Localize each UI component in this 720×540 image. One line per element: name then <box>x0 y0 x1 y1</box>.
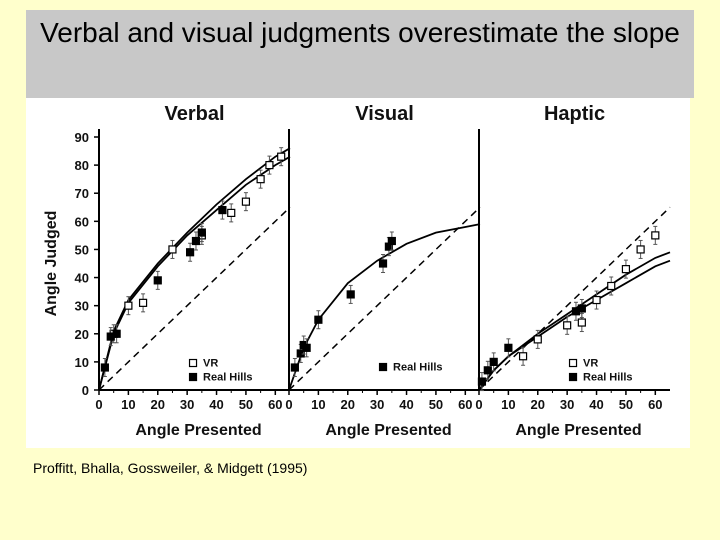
panel-1-fit-curve <box>98 155 291 391</box>
panel-2-unity-line <box>288 206 481 391</box>
panel-2-x-tick-label: 50 <box>429 397 443 412</box>
panel-3-real-hills-point <box>483 366 492 375</box>
panel-2-x-label: Angle Presented <box>325 422 451 439</box>
panel-3-vr-point <box>592 295 601 305</box>
panel-3-vr-point <box>607 281 616 291</box>
panel-2-real-hills-point <box>302 343 311 352</box>
panel-1-y-tick-label: 60 <box>75 214 89 229</box>
panel-1-real-hills-point <box>197 228 206 237</box>
panel-1-real-hills-point <box>191 236 201 246</box>
panel-2-x-tick-label: 30 <box>370 397 384 412</box>
panel-1-legend-label: VR <box>203 358 218 370</box>
panel-1-real-hills-point <box>218 205 227 215</box>
panel-1-y-tick-label: 40 <box>75 271 89 286</box>
panel-2-real-hills-point <box>378 259 388 268</box>
panel-3-x-tick-label: 60 <box>648 397 662 412</box>
panel-3-title: Haptic <box>544 103 605 125</box>
panel-1-x-tick-label: 20 <box>151 397 165 412</box>
panel-3-legend-marker <box>568 372 578 382</box>
panel-3-x-label: Angle Presented <box>515 422 641 439</box>
panel-1-x-tick-label: 40 <box>209 397 223 412</box>
panel-2-real-hills-point <box>290 363 299 372</box>
panel-3-x-tick-label: 30 <box>560 397 574 412</box>
panel-3-real-hills-point <box>477 377 487 386</box>
title-band <box>26 10 694 98</box>
slide-title: Verbal and visual judgments overestimate… <box>40 17 680 48</box>
panel-3-real-hills-point <box>489 357 498 366</box>
panel-3-unity-line <box>478 206 671 391</box>
panel-3-real-hills-point <box>577 304 586 313</box>
panel-1-x-tick-label: 60 <box>268 397 282 412</box>
panel-1-y-tick-label: 10 <box>75 355 89 370</box>
panel-3-fit-curve <box>478 251 671 391</box>
panel-2-x-tick-label: 20 <box>341 397 355 412</box>
panel-1-y-tick-label: 70 <box>75 186 89 201</box>
panel-1-y-tick-label: 20 <box>75 327 89 342</box>
panel-1-real-hills-point <box>100 363 109 372</box>
panel-1-unity-line <box>98 206 291 391</box>
panel-1-vr-point <box>265 161 274 170</box>
panel-2-real-hills-point <box>387 236 396 246</box>
panel-3-x-tick-label: 10 <box>501 397 515 412</box>
panel-3-vr-point <box>577 318 586 327</box>
panel-1-legend-label: Real Hills <box>203 372 253 384</box>
panel-1-real-hills-point <box>185 248 195 257</box>
panel-1-vr-point <box>124 301 133 310</box>
panel-1-legend-marker <box>188 372 198 382</box>
panel-3-real-hills-point <box>504 343 513 352</box>
panel-1-real-hills-point <box>112 329 121 338</box>
panel-3-vr-point <box>533 335 542 344</box>
panel-3-x-tick-label: 0 <box>475 397 482 412</box>
panel-1-vr-point <box>138 298 148 307</box>
panel-1-x-tick-label: 0 <box>95 397 102 412</box>
panel-1-fit-curve <box>98 147 291 391</box>
panel-2-legend-label: Real Hills <box>393 362 443 374</box>
panel-2-x-tick-label: 40 <box>399 397 413 412</box>
panel-3-x-tick-label: 20 <box>531 397 545 412</box>
panel-3-legend-marker <box>568 358 578 368</box>
panel-3-legend-label: VR <box>583 358 598 370</box>
panel-3-vr-point <box>636 245 645 254</box>
citation: Proffitt, Bhalla, Gossweiler, & Midgett … <box>33 460 308 476</box>
panel-3-vr-point <box>563 321 572 330</box>
panel-2-x-tick-label: 0 <box>285 397 292 412</box>
panel-3-fit-curve <box>478 259 671 391</box>
panel-1-y-tick-label: 30 <box>75 299 89 314</box>
panel-3-legend-label: Real Hills <box>583 372 633 384</box>
panel-1-y-label: Angle Judged <box>43 211 60 317</box>
panel-2-real-hills-point <box>314 315 323 324</box>
panel-3-x-tick-label: 40 <box>589 397 603 412</box>
panel-2-real-hills-point <box>346 290 355 299</box>
panel-1-real-hills-point <box>153 276 162 285</box>
panel-1-y-tick-label: 90 <box>75 130 89 145</box>
panel-1-vr-point <box>277 152 286 161</box>
panel-1-title: Verbal <box>164 103 224 125</box>
figure-panel: Verbal 0 10 20 30 40 50 60 0 10 20 30 40 50 60 70 80 90 An… <box>26 98 690 448</box>
panel-2-x-tick-label: 10 <box>311 397 325 412</box>
panel-1-x-tick-label: 50 <box>239 397 253 412</box>
panel-1-x-label: Angle Presented <box>135 422 261 439</box>
panel-1-legend-marker <box>188 358 198 368</box>
panel-2-title: Visual <box>355 103 414 125</box>
panel-3-vr-point <box>621 265 631 274</box>
panel-1-vr-point <box>256 175 265 184</box>
panel-3-x-tick-label: 50 <box>619 397 633 412</box>
panel-1-x-tick-label: 10 <box>121 397 135 412</box>
panel-3-vr-point <box>651 231 660 240</box>
panel-1-y-tick-label: 50 <box>75 242 89 257</box>
panel-1-y-tick-label: 80 <box>75 158 89 173</box>
panel-1-vr-point <box>241 197 251 206</box>
panel-3-vr-point <box>518 352 528 361</box>
panel-1-vr-point <box>227 208 236 218</box>
panel-2-legend-marker <box>378 362 388 372</box>
panel-1-y-tick-label: 0 <box>82 383 89 398</box>
panel-1-x-tick-label: 30 <box>180 397 194 412</box>
panel-2-real-hills-point <box>296 349 305 358</box>
panel-2-x-tick-label: 60 <box>458 397 472 412</box>
panel-1-vr-point <box>168 245 177 254</box>
